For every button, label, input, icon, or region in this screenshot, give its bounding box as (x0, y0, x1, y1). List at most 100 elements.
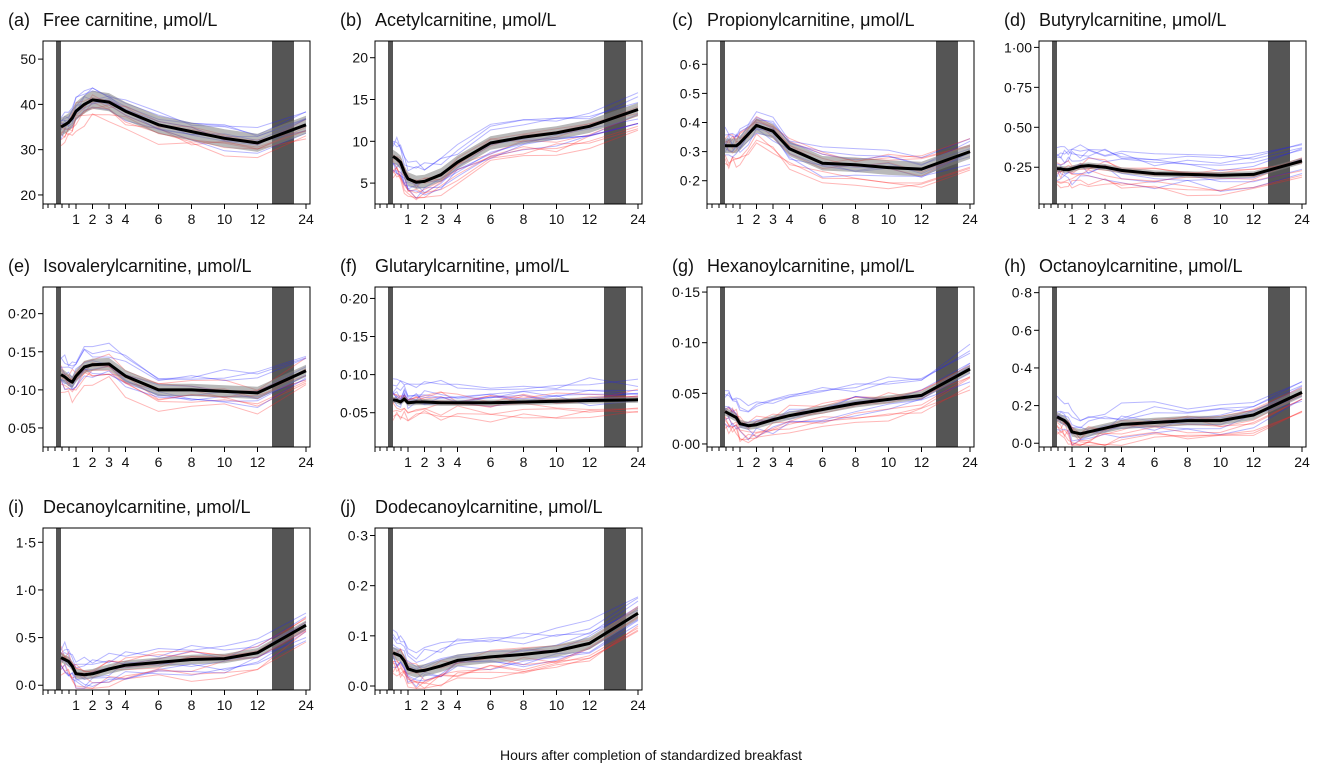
panel-label: (c) (672, 10, 693, 30)
panel-f: (f) Glutarylcarnitine, μmol/L 0·05 0·10 0·15… (340, 256, 646, 470)
mean-ci-band (725, 365, 970, 430)
subject-trace (724, 142, 971, 188)
subject-trace (392, 597, 639, 660)
x-tick-label: 1 (404, 454, 412, 470)
x-tick-label: 2 (89, 697, 97, 713)
panel-label: (f) (340, 256, 357, 276)
night-bar (604, 528, 626, 690)
subject-trace (1056, 398, 1303, 447)
mean-ci-band (393, 607, 638, 678)
x-tick-label: 10 (881, 454, 897, 470)
y-tick-label: 0·10 (672, 335, 700, 351)
plot-frame (374, 286, 643, 448)
baseline-bar (388, 41, 393, 204)
x-tick-label: 1 (72, 454, 80, 470)
subject-trace (60, 348, 307, 382)
x-tick-label: 10 (549, 211, 565, 227)
x-tick-label: 4 (454, 454, 462, 470)
plot-frame (374, 527, 643, 691)
panel-title: Glutarylcarnitine, μmol/L (375, 256, 569, 276)
subject-trace (392, 384, 639, 399)
x-tick-label: 4 (454, 697, 462, 713)
night-bar (936, 287, 958, 447)
subject-trace (392, 122, 639, 199)
subject-trace (724, 389, 971, 444)
x-tick-label: 24 (1294, 454, 1310, 470)
x-tick-label: 3 (437, 211, 445, 227)
subject-trace (1056, 148, 1303, 172)
y-tick-label: 0·6 (1012, 322, 1032, 338)
subject-trace (724, 133, 971, 184)
baseline-bar (720, 287, 725, 447)
subject-trace (724, 119, 971, 166)
subject-trace (724, 381, 971, 441)
x-tick-label: 1 (404, 697, 412, 713)
x-tick-label: 8 (188, 697, 196, 713)
y-tick-label: 0·50 (1004, 119, 1032, 135)
subject-trace (392, 96, 639, 172)
subject-trace (60, 630, 307, 689)
x-tick-label: 12 (250, 697, 266, 713)
subject-trace (724, 372, 971, 438)
x-tick-label: 8 (188, 454, 196, 470)
subject-trace (60, 371, 307, 405)
panel-label: (e) (8, 256, 30, 276)
x-tick-label: 8 (188, 211, 196, 227)
panel-h: (h) Octanoylcarnitine, μmol/L 0·0 0·2 0·4 0·6… (1004, 256, 1310, 470)
subject-trace (60, 370, 307, 409)
subject-trace (60, 637, 307, 688)
subject-trace (724, 350, 971, 412)
subject-trace (392, 378, 639, 391)
subject-trace (392, 114, 639, 195)
x-tick-label: 4 (122, 697, 130, 713)
x-tick-label: 12 (1246, 454, 1262, 470)
mean-line (392, 397, 639, 405)
panel-title: Hexanoylcarnitine, μmol/L (707, 256, 914, 276)
subject-trace (60, 612, 307, 664)
mean-line (724, 367, 971, 428)
panel-title: Octanoylcarnitine, μmol/L (1039, 256, 1242, 276)
night-bar (936, 41, 958, 204)
x-tick-label: 8 (1184, 211, 1192, 227)
y-tick-label: 0·6 (680, 56, 700, 72)
subject-trace (392, 629, 639, 690)
mean-line (60, 98, 307, 145)
y-tick-label: 0·1 (348, 628, 368, 644)
y-tick-label: 20 (352, 50, 368, 66)
subject-trace (392, 402, 639, 413)
subject-trace (392, 600, 639, 664)
x-tick-label: 10 (217, 454, 233, 470)
x-tick-label: 10 (1213, 211, 1229, 227)
y-tick-label: 1·00 (1004, 39, 1032, 55)
x-tick-label: 4 (786, 211, 794, 227)
x-tick-label: 10 (1213, 454, 1229, 470)
subject-trace (392, 377, 639, 390)
y-tick-label: 0·15 (8, 344, 36, 360)
y-tick-label: 5 (360, 175, 368, 191)
panel-g: (g) Hexanoylcarnitine, μmol/L 0·00 0·05 0·10… (672, 256, 978, 470)
x-tick-label: 12 (582, 211, 598, 227)
x-tick-label: 12 (250, 454, 266, 470)
baseline-bar (388, 528, 393, 690)
panel-title: Free carnitine, μmol/L (43, 10, 217, 30)
x-tick-label: 2 (753, 454, 761, 470)
x-tick-label: 8 (852, 454, 860, 470)
y-tick-label: 0·2 (348, 578, 368, 594)
x-tick-label: 6 (487, 454, 495, 470)
subject-trace (60, 640, 307, 689)
baseline-bar (388, 287, 393, 447)
baseline-bar (56, 528, 61, 690)
x-tick-label: 6 (155, 454, 163, 470)
x-tick-label: 2 (421, 211, 429, 227)
x-tick-label: 6 (155, 697, 163, 713)
panel-label: (b) (340, 10, 362, 30)
x-tick-label: 6 (487, 697, 495, 713)
night-bar (604, 287, 626, 447)
plot-frame (706, 286, 975, 448)
mean-line (392, 108, 639, 184)
y-tick-label: 10 (352, 133, 368, 149)
subject-trace (1056, 143, 1303, 167)
subject-trace (392, 129, 639, 199)
plot-frame (374, 40, 643, 205)
